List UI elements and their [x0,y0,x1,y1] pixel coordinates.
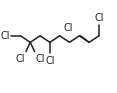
Text: Cl: Cl [36,54,45,64]
Text: Cl: Cl [94,13,104,23]
Text: Cl: Cl [0,31,10,41]
Text: Cl: Cl [63,23,73,33]
Text: Cl: Cl [15,54,25,64]
Text: Cl: Cl [45,56,55,66]
